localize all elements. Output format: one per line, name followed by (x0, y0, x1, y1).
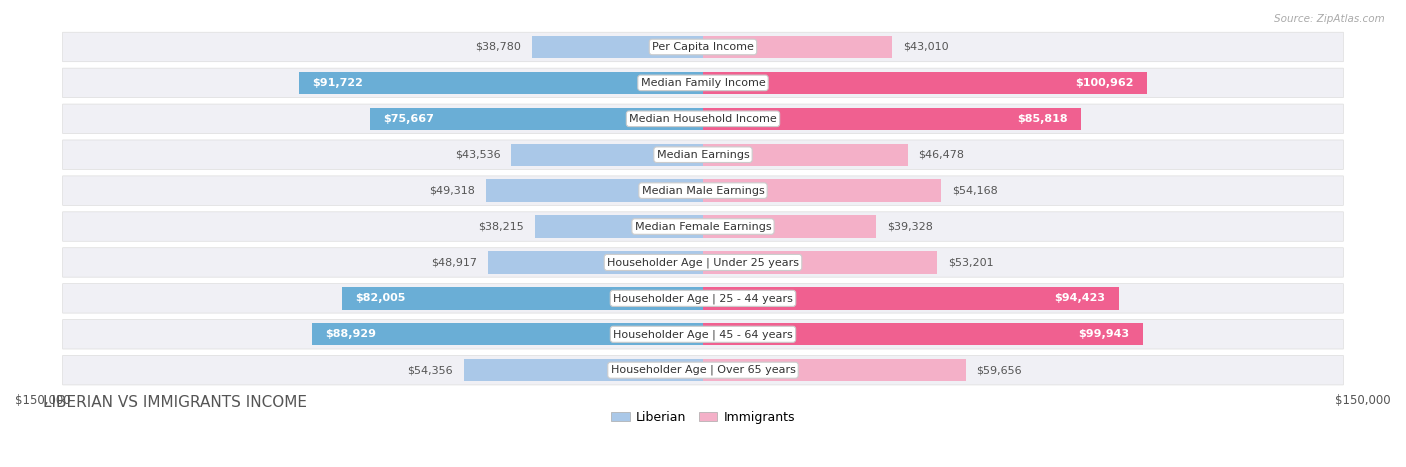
Bar (534, 215, 703, 238)
Bar (703, 251, 938, 274)
Text: $49,318: $49,318 (429, 185, 475, 196)
Bar (703, 359, 966, 382)
Bar (533, 36, 703, 58)
FancyBboxPatch shape (63, 68, 1343, 98)
Text: $43,536: $43,536 (454, 150, 501, 160)
Bar (703, 323, 1143, 346)
Text: $38,215: $38,215 (478, 221, 524, 232)
Text: $38,780: $38,780 (475, 42, 522, 52)
Text: $43,010: $43,010 (903, 42, 949, 52)
FancyBboxPatch shape (63, 212, 1343, 241)
Text: Median Family Income: Median Family Income (641, 78, 765, 88)
Text: $94,423: $94,423 (1054, 293, 1105, 304)
Bar (703, 215, 876, 238)
Bar (703, 36, 893, 58)
FancyBboxPatch shape (63, 176, 1343, 205)
Text: $99,943: $99,943 (1078, 329, 1129, 340)
Bar (464, 359, 703, 382)
Text: $46,478: $46,478 (918, 150, 965, 160)
Bar (312, 323, 703, 346)
FancyBboxPatch shape (63, 104, 1343, 134)
Text: $82,005: $82,005 (356, 293, 406, 304)
Bar (703, 287, 1119, 310)
Text: Householder Age | 25 - 44 years: Householder Age | 25 - 44 years (613, 293, 793, 304)
FancyBboxPatch shape (63, 140, 1343, 170)
Text: $88,929: $88,929 (325, 329, 375, 340)
Text: Householder Age | Over 65 years: Householder Age | Over 65 years (610, 365, 796, 375)
Text: Median Female Earnings: Median Female Earnings (634, 221, 772, 232)
Bar (703, 72, 1147, 94)
Text: $54,168: $54,168 (952, 185, 998, 196)
FancyBboxPatch shape (63, 355, 1343, 385)
Text: $54,356: $54,356 (408, 365, 453, 375)
Text: $91,722: $91,722 (312, 78, 363, 88)
Text: $85,818: $85,818 (1017, 114, 1067, 124)
Text: Source: ZipAtlas.com: Source: ZipAtlas.com (1274, 14, 1385, 24)
Bar (370, 108, 703, 130)
Text: $48,917: $48,917 (430, 257, 477, 268)
FancyBboxPatch shape (63, 283, 1343, 313)
Bar (703, 143, 907, 166)
Bar (703, 179, 942, 202)
Text: $75,667: $75,667 (384, 114, 434, 124)
Legend: Liberian, Immigrants: Liberian, Immigrants (606, 406, 800, 429)
FancyBboxPatch shape (63, 319, 1343, 349)
Text: Median Household Income: Median Household Income (628, 114, 778, 124)
Text: Householder Age | Under 25 years: Householder Age | Under 25 years (607, 257, 799, 268)
Text: $100,962: $100,962 (1076, 78, 1135, 88)
Text: Median Earnings: Median Earnings (657, 150, 749, 160)
Bar (486, 179, 703, 202)
Bar (512, 143, 703, 166)
FancyBboxPatch shape (63, 248, 1343, 277)
Text: $39,328: $39,328 (887, 221, 934, 232)
Bar (703, 108, 1081, 130)
Bar (488, 251, 703, 274)
Bar (342, 287, 703, 310)
Bar (299, 72, 703, 94)
Text: Householder Age | 45 - 64 years: Householder Age | 45 - 64 years (613, 329, 793, 340)
Text: LIBERIAN VS IMMIGRANTS INCOME: LIBERIAN VS IMMIGRANTS INCOME (42, 395, 307, 410)
Text: Median Male Earnings: Median Male Earnings (641, 185, 765, 196)
Text: Per Capita Income: Per Capita Income (652, 42, 754, 52)
FancyBboxPatch shape (63, 32, 1343, 62)
Text: $53,201: $53,201 (948, 257, 994, 268)
Text: $59,656: $59,656 (977, 365, 1022, 375)
